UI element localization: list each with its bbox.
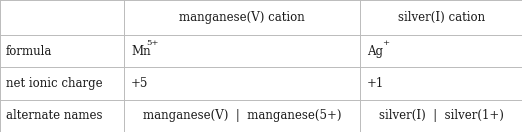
Text: net ionic charge: net ionic charge [6,77,103,90]
Text: formula: formula [6,45,52,58]
Text: manganese(V)  |  manganese(5+): manganese(V) | manganese(5+) [143,109,341,122]
Text: +1: +1 [367,77,384,90]
Text: +: + [383,39,389,47]
Text: Ag: Ag [367,45,383,58]
Text: 5+: 5+ [147,39,159,47]
Text: silver(I) cation: silver(I) cation [398,11,484,24]
Text: manganese(V) cation: manganese(V) cation [180,11,305,24]
Text: +5: +5 [131,77,149,90]
Text: silver(I)  |  silver(1+): silver(I) | silver(1+) [378,109,504,122]
Text: Mn: Mn [131,45,151,58]
Text: alternate names: alternate names [6,109,102,122]
